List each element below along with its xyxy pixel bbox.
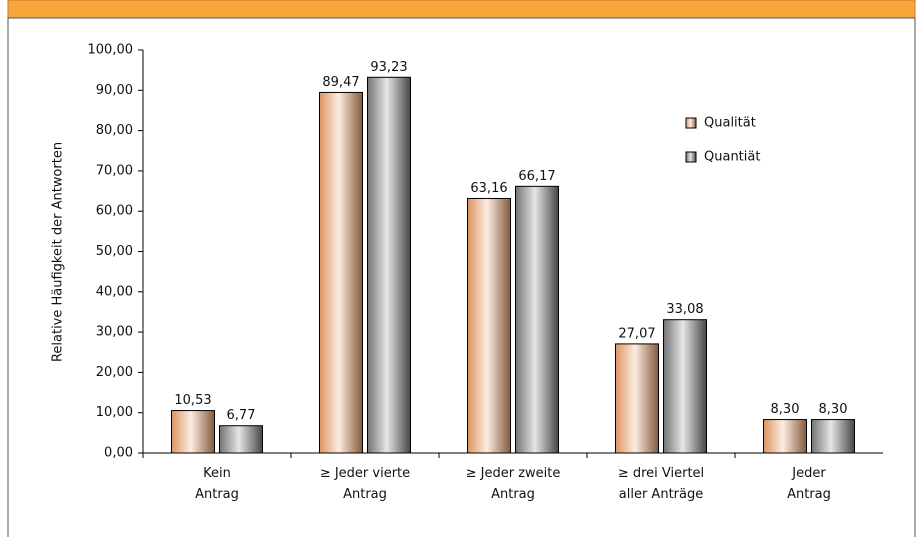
value-label: 93,23 [370,60,407,75]
bar [219,425,263,454]
bar [319,91,363,454]
value-label: 6,77 [227,408,256,423]
value-label: 33,08 [666,302,703,317]
legend-swatch [685,117,697,129]
bar [615,343,659,454]
y-tick-label: 90,00 [96,83,133,98]
bar [763,419,807,454]
y-tick-label: 30,00 [96,325,133,340]
bar [467,197,511,454]
y-tick-label: 10,00 [96,405,133,420]
value-label: 8,30 [819,402,848,417]
y-tick-label: 0,00 [104,446,133,461]
bar [515,185,559,454]
value-label: 10,53 [174,393,211,408]
y-tick-label: 80,00 [96,123,133,138]
bar [811,419,855,454]
bar [663,319,707,454]
value-label: 66,17 [518,169,555,184]
y-tick-label: 100,00 [88,43,134,58]
header-bar [7,0,916,19]
y-tick-label: 20,00 [96,365,133,380]
y-tick-label: 60,00 [96,204,133,219]
value-label: 89,47 [322,75,359,90]
legend-label: Qualität [704,116,756,131]
y-axis-label: Relative Häufigkeit der Antworten [51,142,66,362]
x-tick-label: Jeder Antrag [787,466,831,502]
x-tick-label: Kein Antrag [195,466,239,502]
value-label: 27,07 [618,326,655,341]
y-tick-label: 70,00 [96,163,133,178]
legend-label: Quantiät [704,150,760,165]
x-tick-label: ≥ Jeder vierte Antrag [320,466,410,502]
x-tick-label: ≥ Jeder zweite Antrag [466,466,561,502]
frame [7,17,916,537]
bar [171,410,215,454]
x-tick-label: ≥ drei Viertel aller Anträge [618,466,704,502]
bar [367,76,411,454]
legend-swatch [685,151,697,163]
y-tick-label: 50,00 [96,244,133,259]
y-tick-label: 40,00 [96,284,133,299]
value-label: 63,16 [470,181,507,196]
value-label: 8,30 [771,402,800,417]
